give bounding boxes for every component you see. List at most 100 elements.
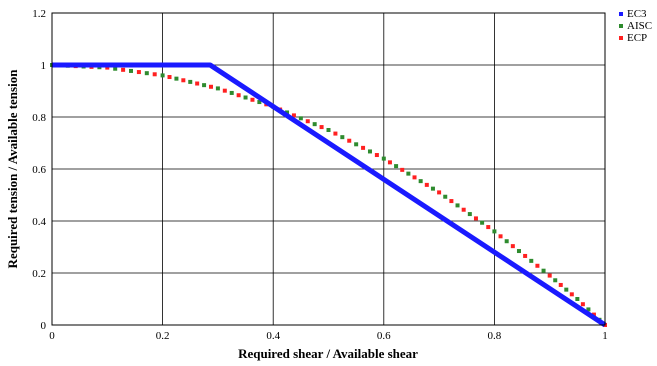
aisc-point <box>564 287 569 292</box>
aisc-point <box>381 156 386 161</box>
x-tick-label: 0 <box>49 330 55 342</box>
ecp-point <box>136 70 141 75</box>
ecp-point <box>105 65 110 70</box>
legend-label: EC3 <box>627 8 647 20</box>
aisc-point <box>285 110 290 115</box>
ecp-point <box>152 72 157 77</box>
aisc-point <box>326 128 331 132</box>
y-tick-label: 0.4 <box>32 216 46 228</box>
y-tick-label: 1 <box>41 60 47 72</box>
aisc-point <box>492 229 497 234</box>
ecp-point <box>387 160 392 165</box>
ecp-point <box>305 119 310 124</box>
ecp-point <box>486 225 491 230</box>
aisc-point <box>504 239 509 244</box>
legend-swatch <box>619 12 623 16</box>
ecp-point <box>424 182 429 187</box>
ecp-point <box>461 207 466 212</box>
ecp-point <box>400 167 405 172</box>
ecp-point <box>437 190 442 195</box>
y-tick-label: 0.8 <box>32 112 46 124</box>
ecp-point <box>523 253 528 258</box>
aisc-point <box>455 203 460 208</box>
ecp-point <box>347 138 352 143</box>
aisc-point <box>243 95 248 100</box>
ecp-point <box>361 145 366 150</box>
ecp-point <box>222 88 227 93</box>
aisc-point <box>144 71 149 76</box>
x-tick-label: 1 <box>602 330 608 342</box>
ecp-point <box>250 97 255 102</box>
series-layer <box>50 62 607 328</box>
x-tick-label: 0.2 <box>156 330 170 342</box>
legend-swatch <box>619 24 623 28</box>
aisc-point <box>430 186 435 191</box>
y-tick-label: 1.2 <box>32 8 46 20</box>
y-tick-label: 0.2 <box>32 268 46 280</box>
legend-label: ECP <box>627 32 647 44</box>
ecp-point <box>510 244 515 249</box>
aisc-point <box>160 73 165 78</box>
ecp-point <box>319 125 324 130</box>
x-tick-label: 0.8 <box>488 330 502 342</box>
ecp-point <box>208 84 213 89</box>
ecp-point <box>121 67 126 72</box>
aisc-point <box>480 220 485 225</box>
x-tick-label: 0.6 <box>377 330 391 342</box>
ecp-point <box>412 175 417 180</box>
ecp-point <box>333 131 338 136</box>
aisc-point <box>575 297 580 301</box>
x-axis-title: Required shear / Available shear <box>238 346 418 361</box>
ecp-point <box>498 234 503 239</box>
aisc-point <box>215 86 220 91</box>
aisc-point <box>516 249 521 254</box>
legend-label: AISC <box>627 20 652 32</box>
series-ec3-line <box>52 62 607 328</box>
aisc-point <box>129 68 133 73</box>
legend-entry-ecp: ECP <box>619 32 647 44</box>
ecp-point <box>195 81 200 86</box>
aisc-point <box>113 66 118 71</box>
aisc-point <box>529 258 534 263</box>
series-ecp <box>57 63 607 327</box>
ecp-point <box>535 263 540 268</box>
y-tick-label: 0.6 <box>32 164 46 176</box>
tick-labels: 0 0.2 0.4 0.6 0.8 1 0 0.2 0.4 0.6 0.8 1 1.2 <box>32 8 608 342</box>
aisc-point <box>443 194 448 199</box>
aisc-point <box>188 79 193 84</box>
aisc-point <box>202 83 207 88</box>
aisc-point <box>354 142 359 147</box>
ecp-point <box>291 113 296 118</box>
aisc-point <box>340 135 345 140</box>
ecp-point <box>580 302 585 307</box>
y-tick-label: 0 <box>41 320 47 332</box>
legend-entry-aisc: AISC <box>619 20 652 32</box>
ecp-point <box>181 78 186 83</box>
aisc-point <box>394 164 399 169</box>
ecp-point <box>569 292 574 297</box>
aisc-point <box>229 90 234 95</box>
aisc-point <box>298 116 303 121</box>
aisc-point <box>586 307 591 312</box>
legend-swatch <box>619 36 623 40</box>
aisc-point <box>257 100 262 105</box>
ecp-point <box>473 216 478 221</box>
x-tick-label: 0.4 <box>266 330 280 342</box>
grid-lines <box>51 12 606 326</box>
ecp-point <box>167 75 172 80</box>
aisc-point <box>367 149 372 154</box>
ecp-point <box>591 312 596 317</box>
ecp-point <box>558 282 563 287</box>
series-aisc <box>50 63 602 322</box>
y-axis-title: Required tension / Available tension <box>5 69 20 269</box>
legend-entry-ec3: EC3 <box>619 8 647 20</box>
ecp-point <box>236 93 241 98</box>
aisc-point <box>553 278 558 283</box>
aisc-point <box>418 179 423 184</box>
ecp-point <box>449 199 454 204</box>
aisc-point <box>312 122 317 127</box>
aisc-point <box>174 76 179 81</box>
plot-frame <box>51 12 606 326</box>
